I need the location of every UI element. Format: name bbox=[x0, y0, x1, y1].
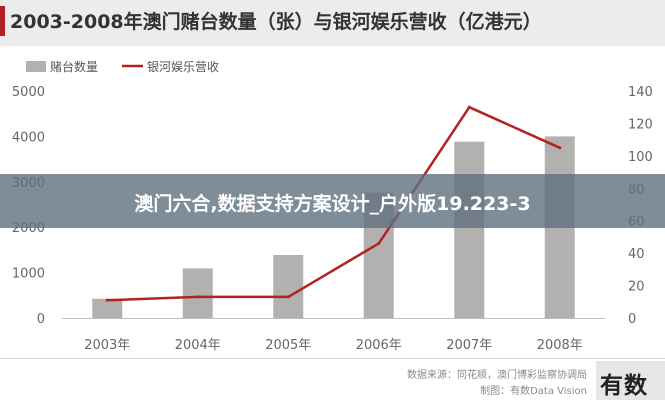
bar bbox=[273, 254, 304, 318]
y-left-tick-label: 4000 bbox=[12, 130, 45, 145]
x-tick-label: 2004年 bbox=[175, 338, 221, 353]
title-bar: 2003-2008年澳门赌台数量（张）与银河娱乐营收（亿港元） bbox=[0, 0, 665, 46]
overlay-banner: 澳门六合,数据支持方案设计_户外版19.223-3 bbox=[0, 174, 665, 228]
line-point bbox=[377, 241, 381, 245]
line-point bbox=[286, 295, 290, 299]
legend-label-bars: 赌台数量 bbox=[50, 59, 98, 74]
x-tick-label: 2003年 bbox=[84, 338, 130, 353]
line-point bbox=[196, 295, 200, 299]
bar bbox=[92, 298, 123, 318]
x-tick-label: 2008年 bbox=[537, 338, 583, 353]
y-left-tick-label: 0 bbox=[37, 312, 45, 327]
y-right-tick-label: 100 bbox=[628, 150, 653, 165]
line-point bbox=[558, 146, 562, 150]
credit-text: 制图：有数Data Vision bbox=[480, 386, 587, 397]
y-right-tick-label: 40 bbox=[628, 247, 645, 262]
bar bbox=[454, 141, 485, 318]
footer-divider bbox=[0, 358, 665, 359]
overlay-banner-text: 澳门六合,数据支持方案设计_户外版19.223-3 bbox=[134, 193, 531, 215]
series-line bbox=[107, 105, 561, 302]
line-point bbox=[467, 105, 471, 109]
title-accent-bar bbox=[0, 6, 5, 36]
legend-swatch-bars bbox=[26, 61, 46, 72]
y-right-tick-label: 20 bbox=[628, 280, 645, 295]
chart-title: 2003-2008年澳门赌台数量（张）与银河娱乐营收（亿港元） bbox=[10, 11, 542, 33]
y-right-tick-label: 0 bbox=[628, 312, 636, 327]
legend-label-line: 银河娱乐营收 bbox=[147, 60, 219, 74]
y-left-tick-label: 1000 bbox=[12, 267, 45, 282]
y-left-tick-label: 5000 bbox=[12, 85, 45, 100]
y-right-tick-label: 140 bbox=[628, 85, 653, 100]
source-text: 数据来源：同花顺，澳门博彩监察协调局 bbox=[407, 370, 587, 381]
x-tick-label: 2005年 bbox=[265, 338, 311, 353]
x-tick-label: 2006年 bbox=[356, 338, 402, 353]
brand-logo-text: 有数 bbox=[600, 373, 648, 399]
line-point bbox=[105, 298, 109, 302]
y-right-tick-label: 120 bbox=[628, 117, 653, 132]
x-tick-label: 2007年 bbox=[446, 338, 492, 353]
brand-logo: 有数 bbox=[596, 361, 665, 400]
bar bbox=[182, 268, 213, 318]
